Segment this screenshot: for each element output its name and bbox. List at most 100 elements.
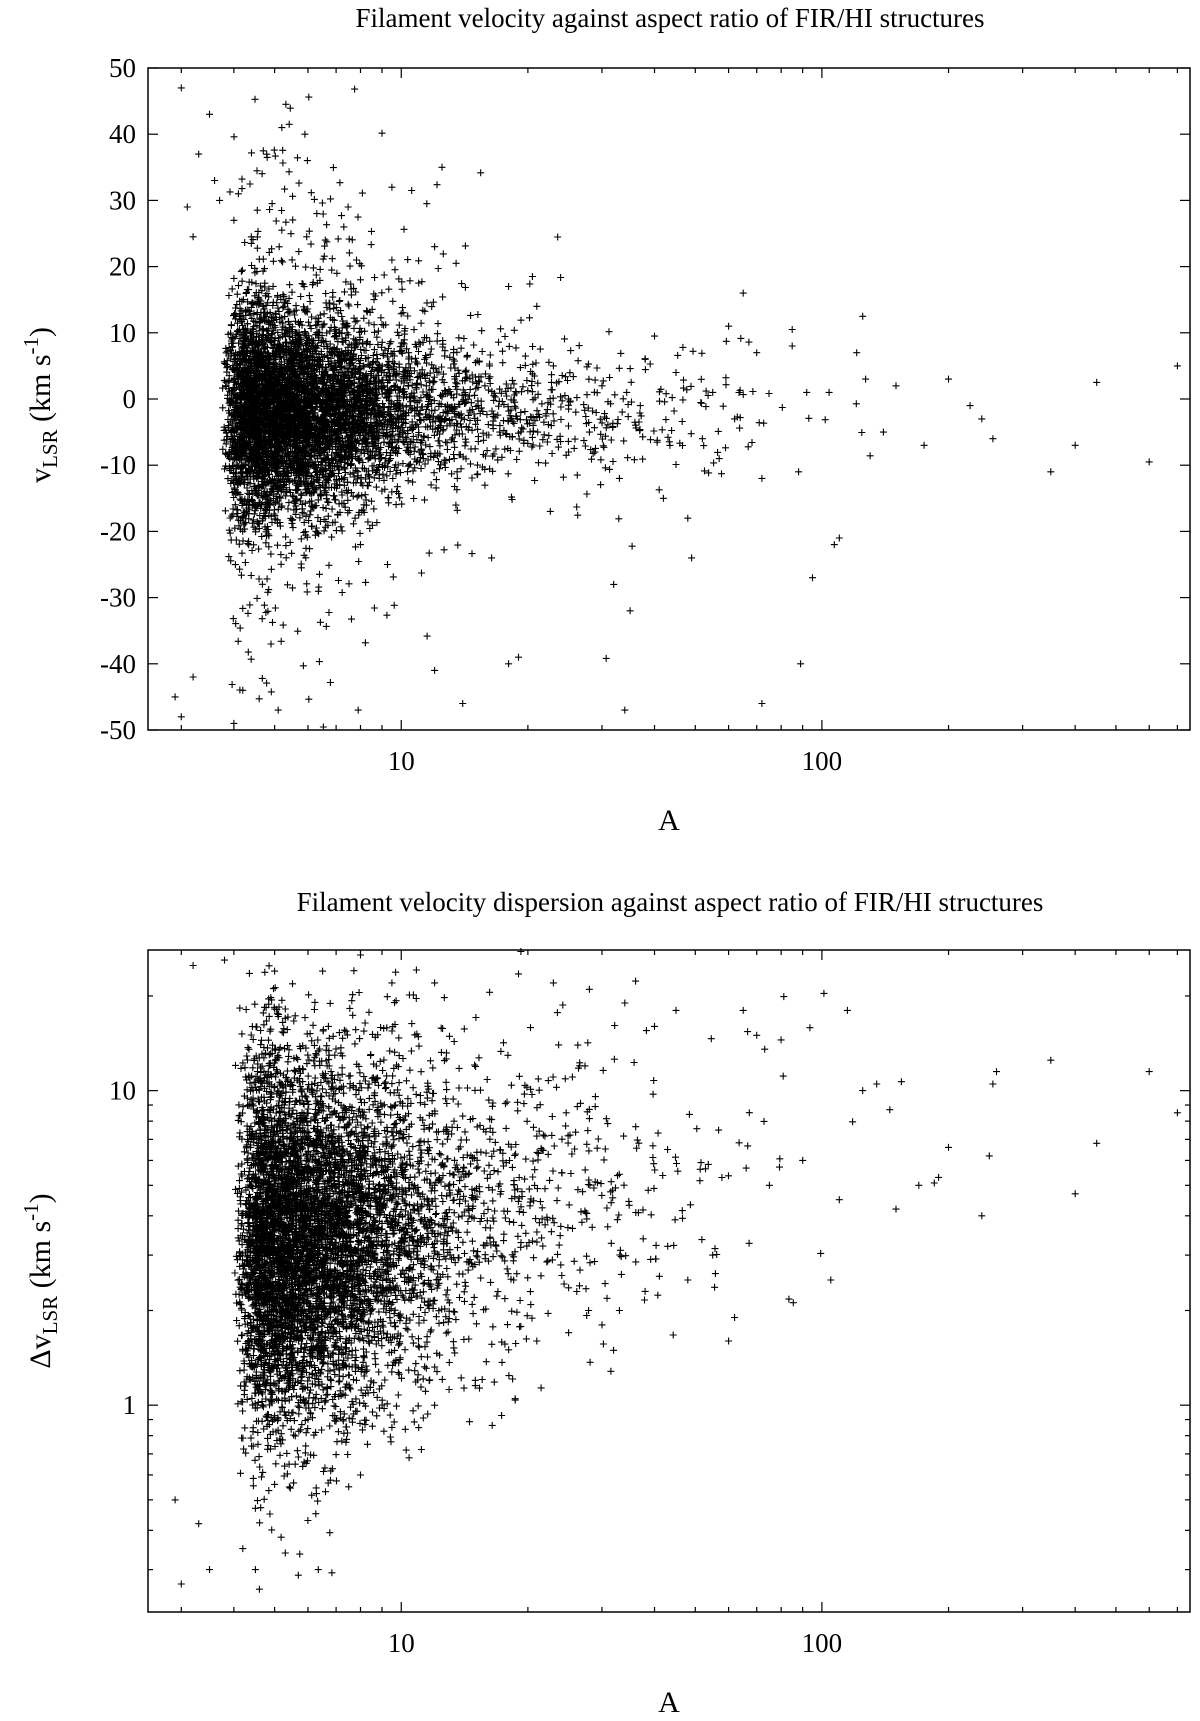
data-point	[235, 282, 242, 290]
data-point	[989, 435, 997, 443]
data-point	[320, 527, 328, 535]
data-point	[573, 471, 581, 479]
data-point	[464, 411, 472, 419]
data-point	[275, 243, 283, 251]
data-point	[348, 236, 356, 244]
data-point	[206, 110, 213, 118]
data-point	[739, 289, 747, 297]
data-point	[515, 447, 523, 455]
data-point	[307, 189, 315, 197]
data-point	[270, 146, 278, 154]
data-point	[672, 461, 680, 468]
data-point	[529, 441, 537, 449]
data-point	[651, 332, 658, 340]
data-point	[664, 433, 672, 441]
data-point	[471, 445, 479, 453]
data-point	[384, 561, 391, 568]
data-point	[183, 203, 191, 211]
data-point	[278, 124, 286, 132]
data-point	[318, 199, 326, 207]
data-point	[440, 546, 448, 554]
data-point	[323, 329, 331, 337]
data-point	[415, 257, 423, 265]
data-point	[572, 408, 580, 416]
data-point	[617, 349, 625, 357]
data-point	[241, 559, 249, 566]
data-point	[323, 221, 331, 229]
data-point	[573, 503, 581, 511]
data-point	[668, 427, 676, 434]
data-point	[858, 429, 866, 436]
data-point	[641, 366, 649, 374]
data-point	[862, 375, 870, 383]
data-point	[602, 654, 610, 662]
data-point	[423, 632, 431, 640]
data-point	[758, 474, 766, 482]
data-point	[461, 442, 469, 450]
data-point	[434, 330, 441, 338]
data-point	[389, 475, 397, 482]
data-point	[337, 523, 345, 531]
data-point	[388, 183, 396, 191]
data-point	[797, 660, 805, 668]
data-point	[404, 256, 412, 264]
data-point	[372, 483, 380, 491]
data-point	[255, 575, 263, 583]
data-point	[393, 483, 401, 491]
data-point	[1071, 441, 1079, 449]
data-point	[748, 439, 756, 446]
data-point	[316, 265, 324, 273]
data-point	[478, 327, 486, 335]
data-point	[805, 414, 813, 422]
data-point	[398, 285, 406, 293]
data-point	[394, 328, 401, 336]
data-point	[469, 378, 477, 386]
data-point	[606, 374, 614, 381]
data-point	[574, 357, 582, 365]
data-point	[570, 444, 578, 452]
data-point	[177, 713, 185, 721]
data-point	[408, 187, 416, 194]
data-point	[618, 408, 626, 416]
data-point	[251, 95, 259, 103]
data-point	[463, 353, 471, 361]
data-point	[639, 455, 647, 463]
data-point	[285, 499, 293, 507]
data-point	[628, 542, 636, 550]
data-point	[253, 594, 261, 602]
data-point	[483, 411, 491, 419]
data-point	[575, 342, 583, 350]
data-point	[390, 601, 398, 609]
data-point	[557, 274, 565, 281]
data-point	[585, 375, 593, 383]
data-point	[279, 304, 287, 312]
data-point	[453, 468, 461, 476]
data-point	[600, 443, 608, 451]
data-point	[583, 391, 591, 399]
data-point	[353, 256, 360, 264]
data-point	[429, 385, 437, 393]
data-point	[350, 324, 358, 332]
data-point	[328, 505, 336, 513]
data-point	[429, 298, 437, 306]
data-point	[678, 418, 686, 425]
data-point	[322, 290, 330, 297]
data-point	[596, 415, 604, 423]
data-point	[237, 496, 245, 504]
data-point	[418, 569, 425, 577]
data-point	[535, 410, 543, 418]
data-point	[368, 497, 375, 505]
data-point	[391, 266, 399, 274]
data-point	[662, 390, 670, 398]
data-point	[345, 235, 353, 243]
data-point	[592, 409, 600, 416]
data-point	[466, 386, 474, 393]
data-point	[395, 331, 403, 339]
data-point	[705, 469, 713, 477]
data-point	[253, 244, 261, 252]
data-point	[286, 104, 294, 112]
data-point	[284, 505, 292, 513]
data-point	[535, 459, 542, 467]
data-point	[598, 382, 606, 390]
data-point	[521, 361, 529, 369]
